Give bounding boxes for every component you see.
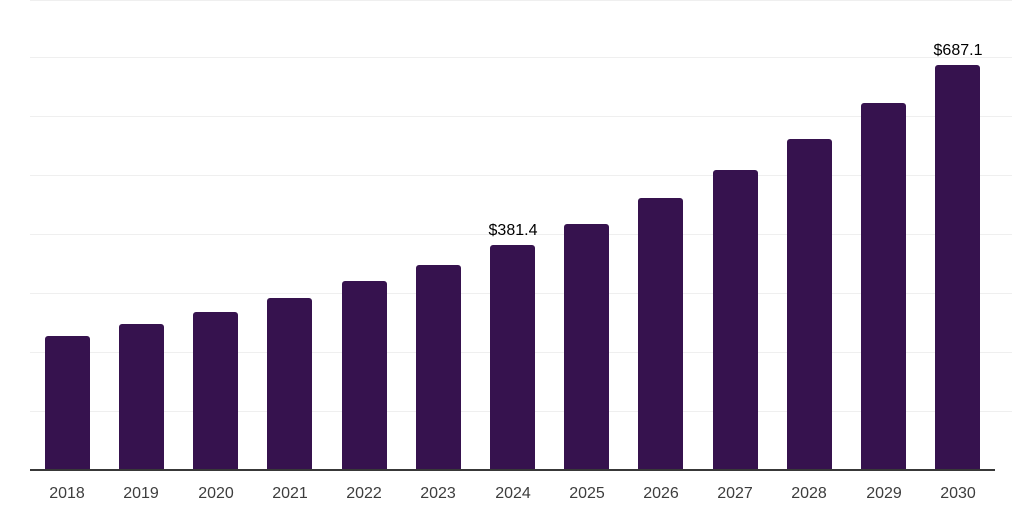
gridline <box>30 234 1012 235</box>
bar-2022 <box>342 281 387 470</box>
x-tick-label: 2021 <box>272 485 308 502</box>
x-tick-label: 2018 <box>49 485 85 502</box>
bar-value-label: $381.4 <box>488 222 538 239</box>
x-tick-label: 2025 <box>569 485 605 502</box>
bar-2025 <box>564 224 609 470</box>
x-axis-line <box>30 469 995 471</box>
gridline <box>30 57 1012 58</box>
bar-2027 <box>713 170 758 470</box>
bar-2018 <box>45 336 90 470</box>
x-tick-label: 2029 <box>866 485 902 502</box>
x-tick-label: 2024 <box>495 485 531 502</box>
x-tick-label: 2030 <box>940 485 976 502</box>
gridline <box>30 116 1012 117</box>
x-tick-label: 2023 <box>420 485 456 502</box>
bar-2029 <box>861 103 906 470</box>
x-tick-label: 2026 <box>643 485 679 502</box>
bar-2026 <box>638 198 683 470</box>
bar-value-label: $687.1 <box>933 42 983 59</box>
gridline <box>30 175 1012 176</box>
bar-2021 <box>267 298 312 470</box>
x-tick-label: 2020 <box>198 485 234 502</box>
gridline <box>30 0 1012 1</box>
x-tick-label: 2028 <box>791 485 827 502</box>
bar-2030 <box>935 65 980 470</box>
bar-2028 <box>787 139 832 470</box>
bar-2024 <box>490 245 535 470</box>
x-tick-label: 2019 <box>123 485 159 502</box>
bar-2019 <box>119 324 164 470</box>
x-tick-label: 2022 <box>346 485 382 502</box>
x-tick-label: 2027 <box>717 485 753 502</box>
bar-2020 <box>193 312 238 470</box>
bar-2023 <box>416 265 461 470</box>
